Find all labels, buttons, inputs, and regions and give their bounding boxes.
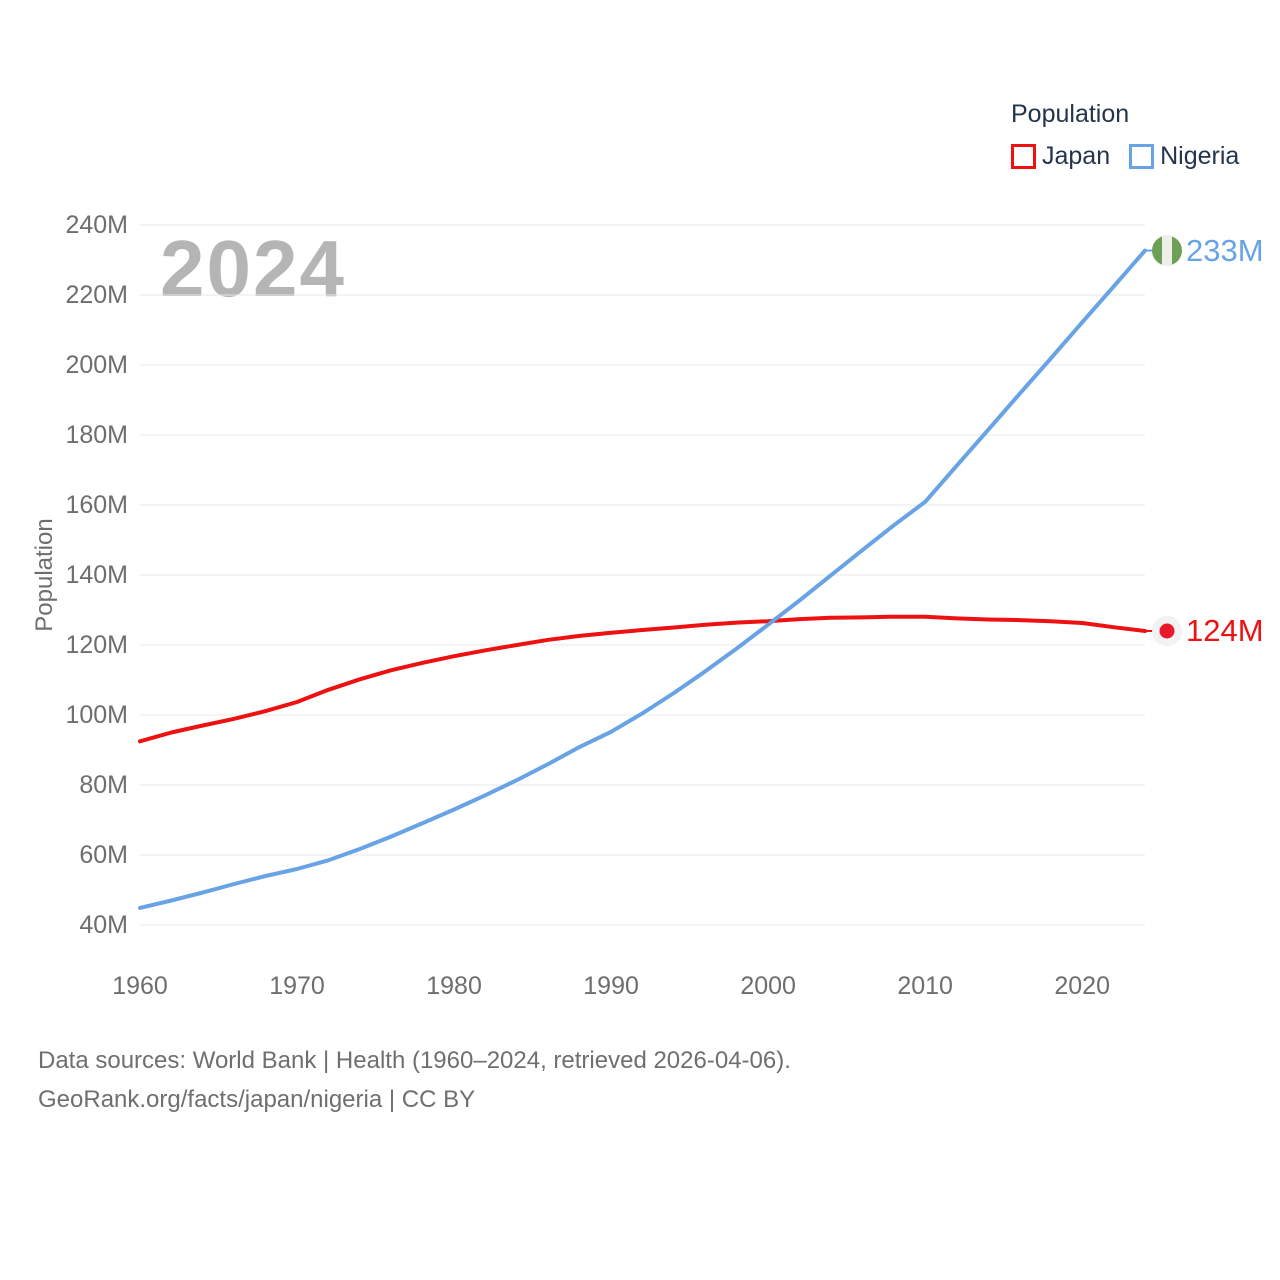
- x-tick-label: 1980: [426, 972, 482, 1000]
- x-tick-label: 2010: [897, 972, 953, 1000]
- legend-items: Japan Nigeria: [1011, 142, 1239, 171]
- y-tick-label: 200M: [65, 351, 128, 379]
- end-label-nigeria: 233M: [1186, 232, 1264, 268]
- end-label-japan: 124M: [1186, 613, 1264, 648]
- legend-title: Population: [1011, 100, 1130, 128]
- y-tick-label: 220M: [65, 281, 128, 309]
- y-tick-label: 160M: [65, 491, 128, 519]
- footer-sources: Data sources: World Bank | Health (1960–…: [38, 1047, 791, 1074]
- y-tick-label: 60M: [79, 841, 128, 869]
- y-tick-label: 240M: [65, 211, 128, 239]
- legend-item-nigeria[interactable]: Nigeria: [1129, 142, 1239, 171]
- series-line-nigeria: [138, 248, 1147, 910]
- legend-item-label: Nigeria: [1160, 142, 1240, 170]
- footer: Data sources: World Bank | Health (1960–…: [38, 1041, 791, 1119]
- y-tick-label: 120M: [65, 631, 128, 659]
- y-tick-label: 80M: [79, 771, 128, 799]
- legend-swatch-icon: [1129, 144, 1155, 169]
- legend-swatch-icon: [1011, 144, 1036, 169]
- footer-attribution: GeoRank.org/facts/japan/nigeria | CC BY: [38, 1086, 476, 1113]
- nigeria-flag-icon: [1152, 235, 1182, 266]
- legend-item-japan[interactable]: Japan: [1011, 142, 1110, 171]
- x-tick-label: 1960: [112, 972, 168, 1000]
- x-tick-label: 1990: [583, 972, 639, 1000]
- x-tick-label: 1970: [269, 972, 325, 1000]
- legend-item-label: Japan: [1042, 142, 1111, 170]
- series-line-japan: [138, 614, 1147, 744]
- y-tick-label: 100M: [65, 701, 128, 729]
- japan-flag-icon: [1152, 616, 1182, 646]
- y-tick-label: 140M: [65, 561, 128, 589]
- x-tick-label: 2020: [1054, 972, 1110, 1000]
- y-tick-label: 40M: [79, 911, 128, 939]
- legend: Population Japan Nigeria: [1011, 100, 1239, 171]
- y-tick-label: 180M: [65, 421, 128, 449]
- x-tick-label: 2000: [740, 972, 796, 1000]
